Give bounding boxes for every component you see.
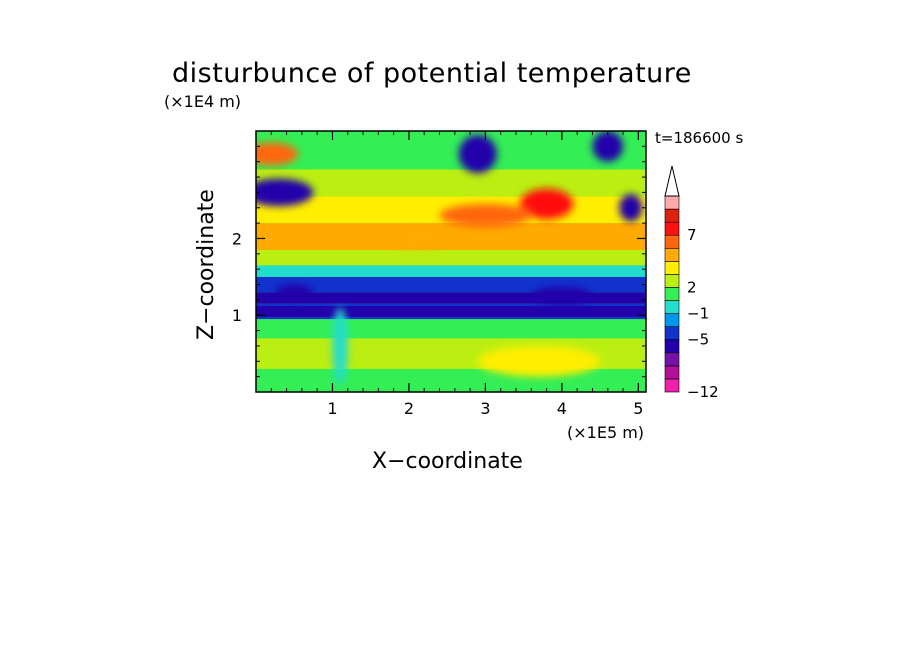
colorbar-label: 2 [687, 278, 697, 296]
colorbar-swatch [664, 326, 680, 341]
colorbar-swatch [664, 274, 680, 288]
colorbar-swatch [664, 208, 680, 223]
time-label: t=186600 s [655, 129, 744, 147]
colorbar-swatch [664, 352, 680, 367]
colorbar-swatch [664, 339, 680, 354]
field-blob [256, 178, 314, 207]
colorbar-label: −5 [687, 331, 709, 349]
field-band [256, 169, 646, 197]
colorbar-swatch [664, 378, 680, 393]
field-band [256, 131, 646, 170]
x-tick-label: 5 [633, 399, 643, 418]
x-tick-label: 1 [327, 399, 337, 418]
field-blob [477, 345, 601, 377]
field-blob [531, 286, 593, 306]
plot-axes: 1 2 3 4 5 1 2 [232, 130, 647, 418]
x-tick-label: 2 [404, 399, 414, 418]
colorbar-extension [664, 165, 680, 197]
field-band [256, 265, 646, 277]
field-blob [386, 229, 448, 248]
field-band [256, 368, 646, 392]
colorbar-swatch [664, 287, 680, 301]
x-tick-label: 4 [557, 399, 567, 418]
colorbar-swatch [664, 234, 680, 249]
field-blob [519, 188, 574, 220]
field-band [256, 223, 646, 250]
contour-field [256, 131, 646, 392]
field-blob [619, 193, 643, 222]
field-blob [275, 284, 314, 300]
colorbar-swatch [664, 300, 680, 314]
colorbar-swatch [664, 247, 680, 262]
colorbar-swatch [664, 313, 680, 327]
x-axis-unit: (×1E5 m) [567, 423, 645, 442]
x-axis-label: X−coordinate [372, 449, 523, 474]
y-tick-label: 1 [232, 306, 242, 325]
field-blob [592, 131, 624, 162]
field-blob [439, 203, 532, 227]
field-band [256, 306, 646, 317]
x-tick-label: 3 [480, 399, 490, 418]
colorbar-swatch [664, 365, 680, 380]
field-blob [256, 142, 299, 166]
colorbar-swatch [664, 195, 680, 210]
colorbar-swatch [664, 261, 680, 275]
colorbar-swatch [664, 221, 680, 236]
y-axis-unit: (×1E4 m) [164, 92, 242, 111]
field-band [256, 249, 646, 266]
field-blob [332, 307, 348, 385]
field-blob [458, 134, 497, 174]
y-tick-label: 2 [232, 229, 242, 248]
field-band [256, 319, 646, 339]
field-band [256, 276, 646, 293]
chart-title: disturbunce of potential temperature [172, 58, 692, 89]
colorbar-label: 7 [687, 226, 697, 244]
field-band [256, 292, 646, 304]
plot-frame [255, 130, 647, 393]
colorbar-label: −12 [687, 383, 719, 401]
colorbar: −12−5−127 [664, 165, 719, 401]
colorbar-label: −1 [687, 305, 709, 323]
